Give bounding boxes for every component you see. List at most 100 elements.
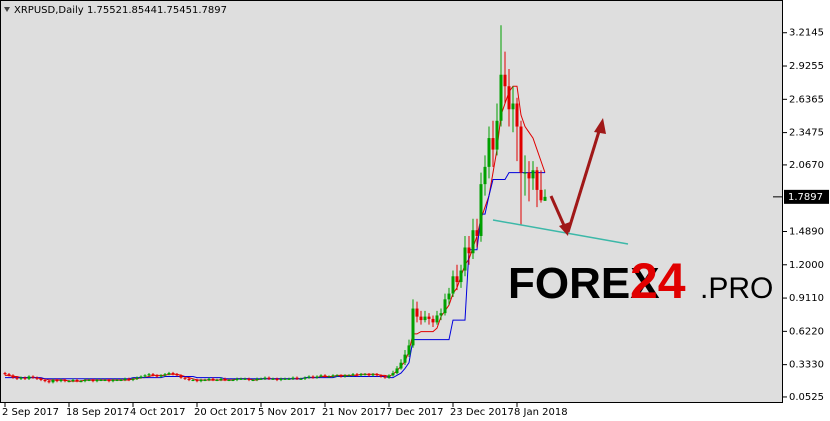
candle-body <box>343 375 347 377</box>
candle-body <box>159 375 163 377</box>
candle-body <box>475 230 479 236</box>
ohlc-value: 1.8544 <box>122 5 157 16</box>
candle-body <box>155 375 159 377</box>
candle-body <box>435 315 439 323</box>
y-tick-label: 1.2000 <box>789 260 824 271</box>
candle-body <box>119 379 123 381</box>
candle-body <box>91 379 95 382</box>
candle-body <box>479 184 483 236</box>
candle-body <box>383 376 387 378</box>
candle-body <box>47 381 51 383</box>
candle-body <box>219 378 223 380</box>
candle-body <box>263 377 267 379</box>
candle-body <box>335 375 339 377</box>
candle-body <box>467 247 471 254</box>
candle-body <box>423 316 427 321</box>
candle-body <box>235 378 239 380</box>
plot-area <box>0 0 783 403</box>
candle-body <box>527 172 531 179</box>
candle-body <box>111 379 115 382</box>
price-label: 1.7897 <box>788 192 823 203</box>
candle-body <box>179 375 183 378</box>
x-tick-label: 20 Oct 2017 <box>194 407 256 418</box>
candle-body <box>459 270 463 283</box>
candle-body <box>167 373 171 375</box>
candle-body <box>163 374 167 376</box>
marks <box>3 25 547 384</box>
candle-body <box>223 378 227 380</box>
y-tick-label: 0.9110 <box>789 293 824 304</box>
candle-body <box>363 374 367 376</box>
x-tick-label: 5 Nov 2017 <box>258 407 316 418</box>
candle-body <box>267 377 271 379</box>
candle-body <box>311 376 315 378</box>
candle-body <box>259 378 263 380</box>
y-tick-label: 2.9255 <box>789 61 824 72</box>
candle-body <box>55 379 59 382</box>
candle-body <box>107 379 111 382</box>
candle-body <box>359 374 363 376</box>
watermark-text: FOREX <box>508 259 660 308</box>
y-tick-label: 0.0525 <box>789 392 824 403</box>
candle-body <box>87 379 91 381</box>
candle-body <box>183 377 187 379</box>
x-tick-label: 8 Jan 2018 <box>514 407 568 418</box>
candle-body <box>487 138 491 167</box>
candle-body <box>131 378 135 380</box>
candle-body <box>27 376 31 379</box>
candle-body <box>419 316 423 321</box>
y-tick-label: 2.0670 <box>789 160 824 171</box>
candle-body <box>75 379 79 382</box>
header-icon <box>4 7 10 12</box>
candle-body <box>115 379 119 381</box>
candle-body <box>127 378 131 380</box>
candle-body <box>491 138 495 150</box>
candle-body <box>463 247 467 271</box>
candle-body <box>403 354 407 363</box>
candle-body <box>543 196 547 201</box>
arrow-up <box>566 127 602 233</box>
candle-body <box>71 379 75 382</box>
candle-body <box>323 375 327 377</box>
candle-body <box>523 172 527 174</box>
candle-body <box>207 378 211 380</box>
candle-body <box>331 375 335 377</box>
arrow-down <box>549 195 568 231</box>
candle-body <box>483 166 487 185</box>
candle-body <box>367 374 371 376</box>
candle-body <box>175 374 179 376</box>
candle-body <box>171 373 175 375</box>
y-tick-label: 2.6365 <box>789 94 824 105</box>
candle-body <box>319 375 323 377</box>
watermark: FOREX 24 .PRO <box>508 253 773 309</box>
y-tick-label: 0.6220 <box>789 326 824 337</box>
price-label-box <box>784 189 829 204</box>
candle-body <box>399 362 403 369</box>
candle-body <box>515 103 519 127</box>
watermark-text: .PRO <box>700 272 773 305</box>
candle-body <box>67 381 71 383</box>
y-tick-label: 1.4890 <box>789 226 824 237</box>
y-tick-label: 2.3475 <box>789 128 824 139</box>
candle-body <box>447 293 451 300</box>
candle-body <box>307 376 311 378</box>
candle-body <box>495 120 499 150</box>
candle-body <box>315 376 319 378</box>
candle-body <box>443 299 447 314</box>
candle-body <box>19 377 23 379</box>
candle-body <box>151 374 155 376</box>
candle-body <box>147 374 151 376</box>
watermark-text: 24 <box>630 253 686 309</box>
candle-body <box>7 374 11 376</box>
ohlc-value: 1.7897 <box>192 5 227 16</box>
candle-body <box>539 189 543 201</box>
indicator-line <box>5 172 545 380</box>
candle-body <box>231 379 235 381</box>
candle-body <box>287 378 291 380</box>
candle-body <box>211 378 215 380</box>
candle-body <box>227 379 231 381</box>
candle-body <box>255 378 259 380</box>
candle-body <box>31 376 35 378</box>
candle-body <box>395 368 399 374</box>
